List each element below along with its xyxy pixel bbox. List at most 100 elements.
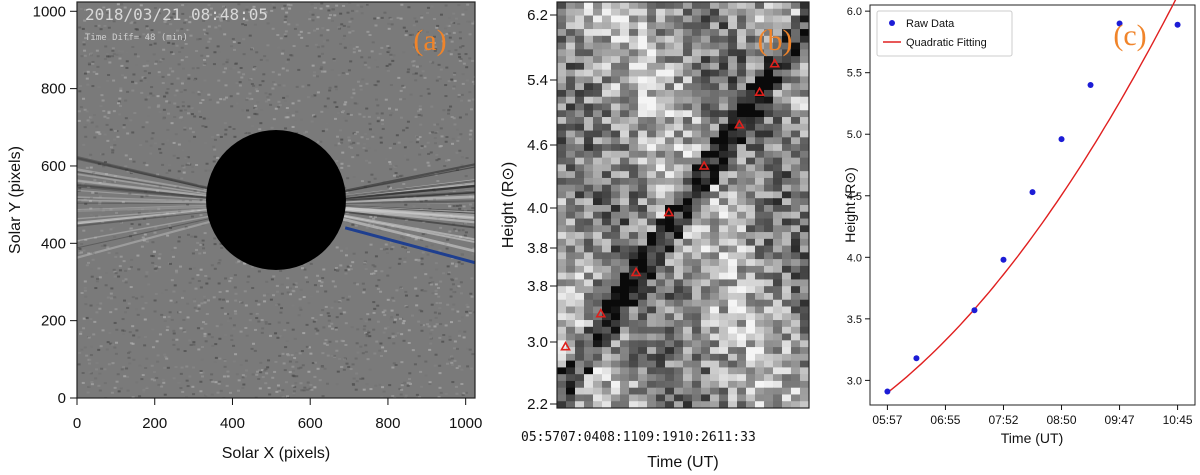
noise-speck	[163, 316, 167, 319]
heatmap-cell	[728, 89, 738, 98]
noise-speck	[393, 142, 397, 145]
noise-speck	[81, 381, 85, 384]
noise-speck	[371, 264, 375, 267]
noise-speck	[362, 291, 366, 294]
noise-speck	[207, 25, 211, 28]
heatmap-cell	[575, 306, 585, 314]
heatmap-cell	[665, 347, 675, 355]
noise-speck	[237, 327, 241, 330]
heatmap-cell	[800, 157, 809, 165]
noise-speck	[224, 277, 228, 280]
noise-speck	[245, 5, 249, 8]
heatmap-cell	[575, 394, 585, 402]
noise-speck	[195, 163, 199, 166]
heatmap-cell	[629, 380, 639, 389]
heatmap-cell	[782, 110, 792, 118]
noise-speck	[153, 231, 157, 234]
noise-speck	[371, 41, 375, 44]
heatmap-cell	[719, 123, 729, 132]
noise-speck	[192, 297, 196, 300]
noise-speck	[93, 173, 97, 176]
heatmap-cell	[692, 218, 702, 226]
noise-speck	[168, 311, 172, 314]
noise-speck	[272, 294, 276, 297]
noise-speck	[97, 163, 101, 166]
heatmap-cell	[773, 238, 783, 247]
heatmap-cell	[602, 367, 612, 375]
noise-speck	[254, 104, 258, 107]
noise-speck	[408, 372, 412, 375]
noise-speck	[298, 352, 302, 355]
heatmap-cell	[710, 401, 720, 408]
noise-speck	[245, 97, 249, 100]
heatmap-cell	[620, 49, 630, 57]
heatmap-cell	[800, 245, 809, 253]
noise-speck	[195, 50, 199, 53]
noise-speck	[129, 286, 133, 289]
noise-speck	[288, 7, 292, 10]
heatmap-cell	[566, 292, 576, 301]
noise-speck	[264, 92, 268, 95]
heatmap-cell	[800, 29, 809, 37]
heatmap-cell	[773, 380, 783, 389]
heatmap-cell	[710, 35, 720, 44]
heatmap-cell	[728, 252, 738, 260]
heatmap-cell	[701, 347, 711, 355]
noise-speck	[389, 18, 393, 21]
noise-speck	[105, 123, 109, 126]
noise-speck	[305, 281, 309, 284]
heatmap-cell	[728, 279, 738, 287]
noise-speck	[335, 349, 339, 352]
noise-speck	[277, 46, 281, 49]
noise-speck	[417, 320, 421, 323]
heatmap-cell	[557, 137, 567, 145]
heatmap-cell	[728, 171, 738, 179]
noise-speck	[428, 282, 432, 285]
noise-speck	[217, 79, 221, 82]
triangle-marker	[663, 206, 675, 217]
heatmap-cell	[683, 198, 693, 206]
noise-speck	[390, 267, 394, 270]
noise-speck	[286, 354, 290, 357]
heatmap-cell	[782, 42, 792, 50]
heatmap-cell	[782, 8, 792, 17]
noise-speck	[379, 290, 383, 293]
heatmap-cell	[683, 35, 693, 44]
noise-speck	[280, 307, 284, 310]
x-tick-label: 800	[375, 415, 400, 432]
heatmap-cell	[791, 164, 801, 172]
noise-speck	[186, 385, 190, 388]
raw-data-point	[1087, 82, 1094, 88]
heatmap-cell	[683, 306, 693, 314]
noise-speck	[78, 26, 82, 29]
heatmap-cell	[773, 306, 783, 314]
heatmap-cell	[566, 137, 576, 145]
noise-speck	[111, 151, 115, 154]
noise-speck	[202, 117, 206, 120]
noise-speck	[159, 58, 163, 61]
x-tick-label: 400	[220, 415, 245, 432]
noise-speck	[282, 96, 286, 99]
noise-speck	[266, 22, 270, 25]
heatmap-cell	[773, 232, 783, 240]
heatmap-cell	[557, 205, 567, 213]
heatmap-cell	[683, 15, 693, 23]
noise-speck	[461, 13, 465, 16]
noise-speck	[228, 317, 232, 320]
noise-speck	[253, 328, 257, 331]
heatmap-cell	[575, 83, 585, 91]
heatmap-cell	[656, 333, 666, 341]
heatmap-cell	[674, 171, 684, 179]
noise-speck	[429, 60, 433, 63]
noise-speck	[226, 58, 230, 61]
noise-speck	[374, 58, 378, 61]
noise-speck	[105, 173, 109, 176]
noise-speck	[91, 252, 95, 255]
noise-speck	[390, 316, 394, 319]
heatmap-cell	[746, 245, 756, 253]
noise-speck	[260, 108, 264, 111]
y-tick-label: 3.8	[527, 278, 548, 295]
noise-speck	[295, 361, 299, 364]
noise-speck	[452, 303, 456, 306]
heatmap-cell	[791, 265, 801, 274]
